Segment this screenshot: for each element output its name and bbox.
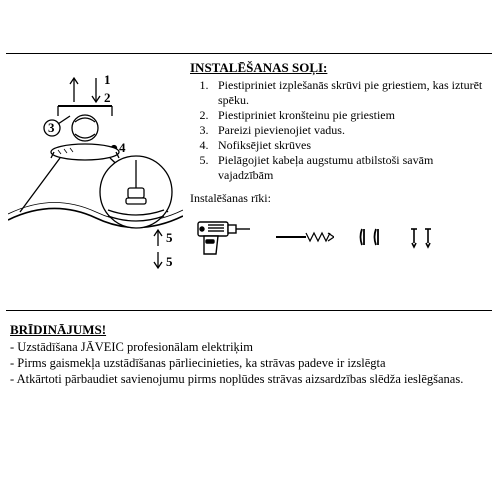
tools-row [190, 210, 490, 258]
install-section: INSTALĒŠANAS SOĻI: 1. Piestipriniet izpl… [190, 60, 490, 258]
diagram-label-5a: 5 [166, 230, 173, 245]
warning-section: BRĪDINĀJUMS! - Uzstādīšana JĀVEIC profes… [10, 322, 490, 387]
warning-line: - Uzstādīšana JĀVEIC profesionālam elekt… [10, 340, 490, 356]
install-diagram: 1 2 3 4 5 5 [8, 70, 183, 300]
warning-title: BRĪDINĀJUMS! [10, 322, 490, 338]
install-steps: 1. Piestipriniet izplešanās skrūvi pie g… [190, 78, 490, 183]
tools-title: Instalēšanas rīki: [190, 191, 490, 206]
install-step: 3. Pareizi pievienojiet vadus. [190, 123, 490, 138]
install-step: 5. Pielāgojiet kabeļa augstumu atbilstoš… [190, 153, 490, 183]
diagram-label-3: 3 [48, 120, 55, 135]
screws-icon [408, 225, 438, 249]
diagram-label-1: 1 [104, 72, 111, 87]
install-step: 4. Nofiksējiet skrūves [190, 138, 490, 153]
divider-mid [6, 310, 492, 311]
warning-line: - Pirms gaismekļa uzstādīšanas pārliecin… [10, 356, 490, 372]
diagram-label-5b: 5 [166, 254, 173, 269]
install-title: INSTALĒŠANAS SOĻI: [190, 60, 490, 76]
instruction-sheet: 1 2 3 4 5 5 INSTALĒŠANAS SOĻI: 1. Piesti… [0, 0, 500, 500]
warning-line: - Atkārtoti pārbaudiet savienojumu pirms… [10, 372, 490, 388]
drill-icon [196, 216, 252, 258]
divider-top [6, 53, 492, 54]
wall-plugs-icon [356, 225, 386, 249]
install-step: 2. Piestipriniet kronšteinu pie griestie… [190, 108, 490, 123]
diagram-label-4: 4 [119, 140, 126, 155]
diagram-label-2: 2 [104, 90, 111, 105]
drill-bit-icon [274, 230, 334, 244]
install-step: 1. Piestipriniet izplešanās skrūvi pie g… [190, 78, 490, 108]
